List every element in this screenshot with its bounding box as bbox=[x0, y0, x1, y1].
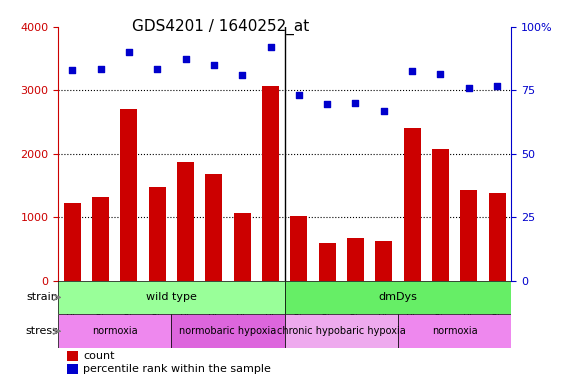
Bar bbox=[92, 197, 109, 280]
Text: normobaric hypoxia: normobaric hypoxia bbox=[180, 326, 277, 336]
Text: GSM398842: GSM398842 bbox=[153, 286, 162, 340]
Bar bbox=[177, 162, 194, 280]
Bar bbox=[234, 213, 251, 280]
Bar bbox=[375, 241, 392, 280]
Bar bbox=[404, 128, 421, 280]
Text: normoxia: normoxia bbox=[432, 326, 478, 336]
Point bbox=[124, 49, 134, 55]
Text: percentile rank within the sample: percentile rank within the sample bbox=[83, 364, 271, 374]
Text: normoxia: normoxia bbox=[92, 326, 138, 336]
Text: GSM398839: GSM398839 bbox=[68, 286, 77, 341]
Point bbox=[379, 108, 389, 114]
Text: stress: stress bbox=[25, 326, 58, 336]
Text: GSM398838: GSM398838 bbox=[266, 286, 275, 341]
Bar bbox=[290, 217, 307, 280]
Bar bbox=[347, 238, 364, 280]
Bar bbox=[120, 109, 137, 280]
Bar bbox=[64, 202, 81, 280]
Bar bbox=[149, 187, 166, 280]
Point bbox=[464, 85, 474, 91]
Text: strain: strain bbox=[26, 292, 58, 303]
Bar bbox=[67, 351, 78, 361]
Bar bbox=[206, 174, 223, 280]
Point bbox=[209, 62, 218, 68]
Text: GSM398833: GSM398833 bbox=[464, 286, 474, 341]
Point bbox=[436, 71, 445, 77]
Bar bbox=[318, 243, 336, 280]
Text: GSM398841: GSM398841 bbox=[124, 286, 134, 341]
Point bbox=[351, 100, 360, 106]
Point bbox=[493, 83, 502, 89]
Text: GSM398836: GSM398836 bbox=[209, 286, 218, 341]
FancyBboxPatch shape bbox=[58, 314, 171, 348]
Text: GSM398837: GSM398837 bbox=[238, 286, 247, 341]
FancyBboxPatch shape bbox=[58, 280, 285, 314]
Text: wild type: wild type bbox=[146, 292, 197, 303]
Text: GSM398828: GSM398828 bbox=[322, 286, 332, 341]
FancyBboxPatch shape bbox=[171, 314, 285, 348]
Text: GSM398831: GSM398831 bbox=[408, 286, 417, 341]
Point bbox=[322, 101, 332, 107]
Text: chronic hypobaric hypoxia: chronic hypobaric hypoxia bbox=[277, 326, 406, 336]
FancyBboxPatch shape bbox=[398, 314, 511, 348]
Text: GSM398830: GSM398830 bbox=[379, 286, 388, 341]
Point bbox=[181, 56, 190, 62]
Bar bbox=[262, 86, 279, 280]
Point bbox=[153, 66, 162, 72]
Text: GSM398827: GSM398827 bbox=[295, 286, 303, 341]
Point bbox=[96, 66, 105, 72]
Text: GSM398832: GSM398832 bbox=[436, 286, 445, 341]
Text: GSM398829: GSM398829 bbox=[351, 286, 360, 341]
Point bbox=[67, 67, 77, 73]
Point bbox=[407, 68, 417, 74]
FancyBboxPatch shape bbox=[285, 280, 511, 314]
Bar bbox=[67, 364, 78, 374]
Text: count: count bbox=[83, 351, 114, 361]
Point bbox=[294, 92, 303, 98]
Point bbox=[238, 72, 247, 78]
Text: GDS4201 / 1640252_at: GDS4201 / 1640252_at bbox=[132, 19, 310, 35]
Bar bbox=[432, 149, 449, 280]
Text: GSM398835: GSM398835 bbox=[181, 286, 190, 341]
Text: dmDys: dmDys bbox=[379, 292, 417, 303]
Text: GSM398840: GSM398840 bbox=[96, 286, 105, 341]
Bar bbox=[489, 193, 505, 280]
Bar bbox=[460, 190, 477, 280]
Text: GSM398834: GSM398834 bbox=[493, 286, 501, 341]
FancyBboxPatch shape bbox=[285, 314, 398, 348]
Point bbox=[266, 44, 275, 50]
